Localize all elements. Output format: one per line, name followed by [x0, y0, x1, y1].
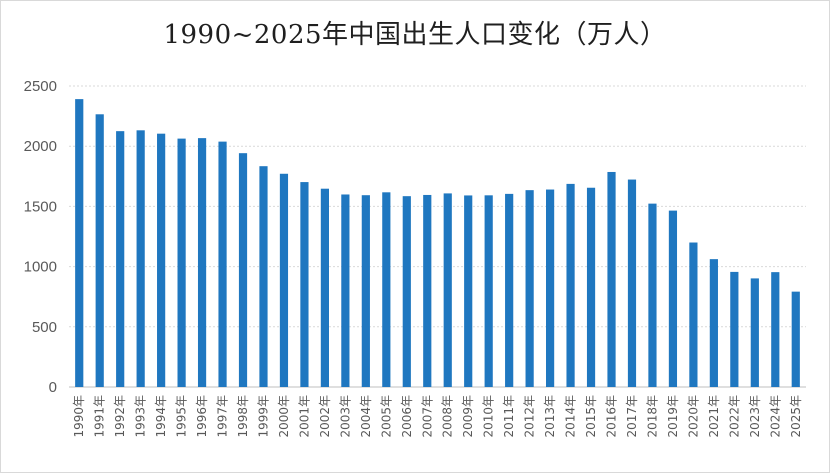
x-tick-label: 2018年 [645, 395, 659, 438]
bar-1992年 [116, 131, 125, 387]
y-tick-label: 2500 [24, 78, 57, 95]
x-tick-label: 2017年 [625, 395, 639, 438]
x-tick-label: 2021年 [707, 395, 721, 438]
bar-1998年 [238, 153, 248, 387]
x-tick-label: 2025年 [789, 395, 803, 438]
x-tick-label: 1995年 [175, 395, 189, 438]
x-tick-label: 2000年 [277, 395, 291, 438]
x-tick-label: 2002年 [318, 395, 332, 438]
bar-2022年 [730, 271, 739, 387]
x-tick-label: 1998年 [236, 395, 250, 438]
bar-2015年 [586, 187, 596, 387]
x-tick-label: 2014年 [564, 395, 578, 438]
bar-2010年 [484, 195, 493, 387]
x-tick-label: 2012年 [523, 395, 537, 438]
bar-2002年 [320, 188, 329, 387]
bar-1995年 [177, 138, 186, 387]
y-tick-label: 500 [32, 319, 57, 336]
x-tick-label: 1994年 [154, 395, 168, 438]
bar-2025年 [791, 291, 800, 387]
x-tick-label: 2019年 [666, 395, 680, 438]
bar-1990年 [75, 99, 84, 388]
x-tick-label: 2003年 [338, 395, 352, 438]
bar-2003年 [341, 194, 350, 387]
x-tick-label: 2013年 [543, 395, 557, 438]
bar-2008年 [443, 193, 452, 387]
x-tick-label: 1997年 [216, 395, 230, 438]
bar-2004年 [361, 195, 370, 387]
bar-2001年 [300, 182, 309, 387]
x-tick-label: 2001年 [297, 395, 311, 438]
y-tick-label: 0 [49, 379, 57, 396]
bar-2007年 [423, 194, 432, 387]
x-tick-label: 2016年 [605, 395, 619, 438]
bar-2021年 [709, 259, 718, 387]
bar-2016年 [607, 171, 616, 387]
bars [75, 99, 800, 388]
x-tick-label: 2010年 [482, 395, 496, 438]
bar-2014年 [566, 183, 575, 387]
x-tick-label: 2020年 [686, 395, 700, 438]
bar-2019年 [668, 210, 678, 387]
bar-2005年 [382, 192, 391, 387]
x-tick-label: 2023年 [748, 395, 762, 438]
bar-2024年 [771, 272, 780, 387]
x-tick-label: 2007年 [420, 395, 434, 438]
chart-title: 1990~2025年中国出生人口变化（万人） [163, 20, 667, 50]
bar-1997年 [218, 141, 227, 387]
bar-2018年 [648, 203, 657, 387]
x-tick-label: 2006年 [400, 395, 414, 438]
bar-1996年 [197, 138, 207, 387]
bar-2011年 [505, 193, 514, 387]
bar-2013年 [546, 189, 555, 387]
bar-1991年 [95, 114, 104, 387]
x-tick-label: 2024年 [768, 395, 782, 438]
x-tick-label: 2009年 [461, 395, 475, 438]
x-tick-label: 2015年 [584, 395, 598, 438]
y-axis-ticks: 0 500 1000 1500 2000 2500 [24, 78, 57, 396]
bar-2006年 [402, 196, 411, 387]
x-tick-label: 1993年 [134, 395, 148, 438]
x-axis-ticks: 1990年 1991年 1992年 1993年 1994年 1995年 1996年 1997年… [72, 395, 803, 438]
x-tick-label: 1999年 [256, 395, 270, 438]
y-tick-label: 1000 [24, 259, 57, 276]
x-tick-label: 2011年 [502, 395, 516, 438]
x-tick-label: 2022年 [727, 395, 741, 438]
x-tick-label: 2004年 [359, 395, 373, 438]
x-tick-label: 2005年 [379, 395, 393, 438]
bar-2017年 [627, 179, 637, 387]
bar-2012年 [525, 190, 534, 387]
bar-2020年 [689, 242, 698, 387]
y-tick-label: 1500 [24, 198, 57, 215]
bar-1993年 [136, 130, 145, 387]
x-tick-label: 1990年 [72, 395, 86, 438]
x-tick-label: 1992年 [113, 395, 127, 438]
y-tick-label: 2000 [24, 138, 57, 155]
bar-2000年 [279, 173, 289, 387]
gridlines [69, 85, 806, 388]
x-tick-label: 1996年 [195, 395, 209, 438]
bar-1994年 [157, 133, 166, 387]
x-tick-label: 1991年 [93, 395, 107, 438]
x-tick-label: 2008年 [441, 395, 455, 438]
bar-1999年 [259, 166, 268, 387]
bar-2009年 [464, 195, 473, 387]
bar-2023年 [750, 278, 759, 387]
